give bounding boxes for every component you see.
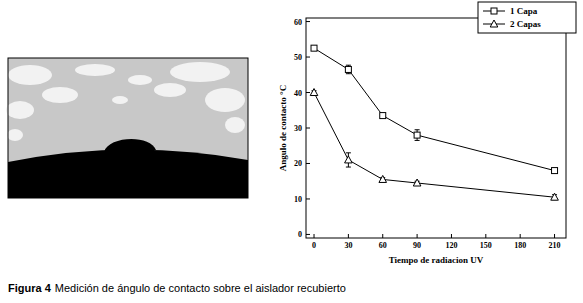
legend-label: 1 Capa: [510, 6, 538, 16]
x-tick-label: 90: [413, 241, 421, 250]
error-bar-cap: [346, 73, 351, 74]
series-marker: [413, 179, 421, 186]
caption-text: Medición de ángulo de contacto sobre el …: [55, 282, 346, 294]
y-tick-label: 30: [294, 124, 302, 133]
legend: 1 Capa 2 Capas: [478, 2, 576, 33]
x-tick-label: 60: [379, 241, 387, 250]
x-tick-label: 210: [549, 241, 561, 250]
x-tick: [314, 234, 315, 238]
insulator-surface: [8, 149, 248, 198]
x-tick-label: 180: [514, 241, 526, 250]
y-tick: [306, 92, 310, 93]
y-tick: [306, 163, 310, 164]
error-bar: [415, 130, 420, 141]
y-tick-label: 20: [294, 159, 302, 168]
photo-highlight: [42, 87, 78, 103]
photo-highlight: [6, 101, 34, 119]
photo-highlight: [75, 64, 115, 76]
x-tick: [520, 234, 521, 238]
legend-marker: [491, 8, 497, 14]
error-bar-cap: [415, 129, 420, 130]
y-axis-label: Angulo de contacto °C: [278, 85, 288, 171]
x-tick-label: 120: [445, 241, 457, 250]
y-tick: [306, 128, 310, 129]
series-marker: [345, 66, 351, 72]
x-tick: [451, 234, 452, 238]
photo-highlight: [170, 62, 230, 82]
error-bar-cap: [415, 140, 420, 141]
y-tick-label: 40: [294, 89, 302, 98]
legend-label: 2 Capas: [510, 19, 541, 29]
x-tick: [348, 234, 349, 238]
y-tick-label: 0: [298, 230, 302, 239]
x-tick-label: 30: [344, 241, 352, 250]
plot-frame: [306, 18, 566, 238]
photo-highlight: [154, 83, 186, 97]
x-tick-label: 150: [480, 241, 492, 250]
series-line: [314, 48, 555, 170]
figure: 0 10 20 30 40 50 60 0 30 60 90 120 150 180 210 Tiempo d…: [0, 0, 583, 303]
photo-background: [8, 58, 248, 198]
x-tick: [382, 234, 383, 238]
x-tick: [485, 234, 486, 238]
contact-angle-photo: [6, 58, 248, 198]
y-tick-label: 10: [294, 195, 302, 204]
photo-highlight: [7, 129, 23, 141]
series-marker: [311, 45, 317, 51]
canvas: 0 10 20 30 40 50 60 0 30 60 90 120 150 180 210 Tiempo d…: [0, 0, 583, 303]
series-marker: [310, 89, 318, 96]
photo-highlight: [112, 96, 128, 104]
series-marker: [345, 156, 353, 163]
plot-data: [310, 45, 558, 200]
y-tick-label: 60: [294, 18, 302, 27]
water-droplet: [104, 139, 156, 152]
legend-box: [478, 2, 576, 33]
y-tick-label: 50: [294, 53, 302, 62]
error-bar: [346, 65, 351, 74]
photo-highlight: [128, 75, 152, 85]
y-tick: [306, 234, 310, 235]
photo-frame: [8, 58, 248, 198]
series-marker: [552, 168, 558, 174]
x-tick-label: 0: [312, 241, 316, 250]
y-tick: [306, 57, 310, 58]
x-tick: [417, 234, 418, 238]
legend-marker: [490, 20, 498, 27]
error-bar-cap: [346, 167, 351, 168]
photo-highlight: [8, 65, 52, 85]
caption: Figura 4Medición de ángulo de contacto s…: [8, 282, 346, 294]
series-line: [314, 93, 555, 198]
series-marker: [379, 175, 387, 182]
error-bar-cap: [346, 65, 351, 66]
series-marker: [551, 193, 559, 200]
error-bar-cap: [346, 152, 351, 153]
photo-highlight: [205, 88, 245, 112]
x-tick: [554, 234, 555, 238]
chart: 0 10 20 30 40 50 60 0 30 60 90 120 150 180 210 Tiempo d…: [278, 18, 566, 265]
y-tick: [306, 21, 310, 22]
x-axis-label: Tiempo de radiacion UV: [389, 255, 484, 265]
y-tick: [306, 198, 310, 199]
caption-label: Figura 4: [8, 282, 52, 294]
series-marker: [414, 132, 420, 138]
series-marker: [380, 113, 386, 119]
photo-highlight: [225, 117, 245, 133]
